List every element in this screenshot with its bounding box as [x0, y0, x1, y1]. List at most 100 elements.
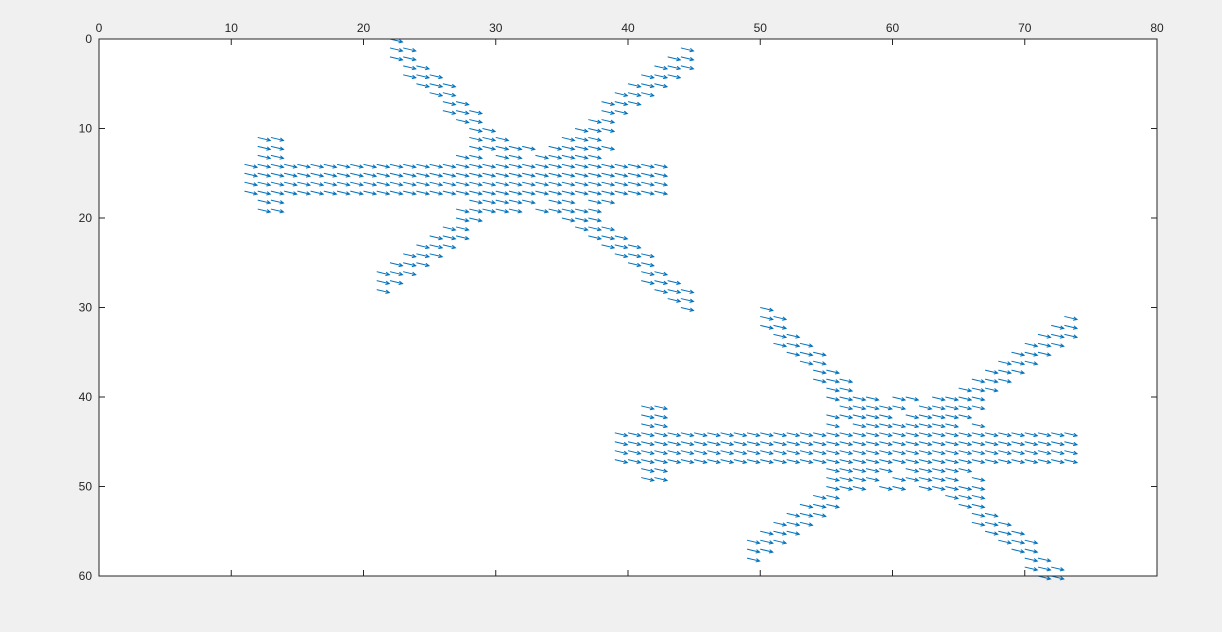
quiver-arrow: [627, 459, 642, 464]
quiver-arrow: [244, 190, 259, 196]
quiver-arrow: [561, 172, 576, 178]
quiver-arrow: [945, 432, 960, 438]
quiver-arrow: [641, 423, 655, 429]
quiver-arrow: [389, 56, 404, 62]
quiver-arrow: [270, 145, 285, 151]
quiver-arrow: [1051, 333, 1065, 339]
quiver-arrow: [958, 486, 973, 491]
quiver-arrow: [865, 468, 880, 473]
quiver-arrow: [1024, 342, 1039, 348]
quiver-arrow: [482, 190, 497, 196]
quiver-arrow: [707, 432, 722, 438]
quiver-arrow: [998, 539, 1012, 545]
quiver-arrow: [257, 154, 272, 160]
quiver-arrow: [865, 423, 880, 429]
quiver-arrow: [257, 208, 272, 214]
quiver-arrow: [998, 378, 1012, 384]
quiver-arrow: [1037, 441, 1052, 447]
quiver-arrow: [614, 172, 629, 178]
quiver-arrow: [469, 110, 483, 115]
quiver-arrow: [826, 423, 841, 429]
quiver-arrow: [773, 432, 788, 438]
quiver-arrow: [403, 262, 417, 268]
quiver-arrow: [627, 432, 642, 438]
quiver-arrow: [363, 190, 378, 196]
quiver-arrow: [892, 441, 907, 447]
quiver-arrow: [760, 432, 774, 438]
quiver-arrow: [1064, 459, 1079, 464]
quiver-arrow: [680, 56, 695, 62]
quiver-arrow: [799, 450, 814, 456]
quiver-arrow: [918, 486, 933, 491]
quiver-arrow: [667, 56, 682, 62]
quiver-arrow: [614, 244, 629, 250]
quiver-arrow: [389, 190, 404, 196]
quiver-arrow: [813, 450, 827, 456]
quiver-arrow: [905, 450, 920, 456]
quiver-arrow: [667, 280, 682, 285]
quiver-arrow: [588, 217, 603, 223]
quiver-arrow: [1037, 342, 1052, 348]
quiver-arrow: [799, 441, 814, 447]
quiver-arrow: [363, 172, 378, 178]
quiver-arrow: [310, 181, 325, 187]
quiver-arrow: [429, 181, 444, 187]
quiver-arrow: [601, 226, 616, 232]
quiver-arrow: [574, 172, 589, 178]
quiver-arrow: [403, 163, 417, 169]
quiver-arrow: [376, 271, 391, 277]
quiver-arrow: [654, 172, 669, 178]
quiver-arrow: [429, 83, 444, 89]
quiver-arrow: [1024, 441, 1039, 447]
quiver-arrow: [270, 154, 285, 160]
quiver-arrow: [641, 450, 655, 456]
quiver-arrow: [667, 298, 682, 303]
quiver-arrow: [839, 396, 854, 402]
quiver-arrow: [535, 163, 550, 169]
quiver-arrow: [654, 74, 669, 80]
quiver-arrow: [1024, 566, 1039, 572]
quiver-arrow: [641, 172, 655, 178]
quiver-arrow: [654, 441, 669, 447]
quiver-arrow: [363, 181, 378, 187]
quiver-arrow: [654, 459, 669, 464]
quiver-arrow: [336, 190, 351, 196]
quiver-arrow: [826, 387, 841, 393]
quiver-arrow: [641, 83, 655, 89]
quiver-arrow: [905, 396, 920, 402]
quiver-arrow: [376, 190, 391, 196]
quiver-arrow: [971, 521, 986, 527]
quiver-arrow: [839, 378, 854, 384]
quiver-arrow: [905, 468, 920, 473]
quiver-arrow: [416, 83, 431, 89]
quiver-arrow: [574, 128, 589, 133]
quiver-arrow: [1051, 450, 1065, 456]
quiver-arrow: [773, 342, 788, 348]
quiver-arrow: [403, 271, 417, 277]
x-tick-label: 0: [96, 21, 103, 35]
quiver-arrow: [614, 163, 629, 169]
quiver-arrow: [641, 477, 655, 482]
quiver-arrow: [641, 441, 655, 447]
quiver-arrow: [852, 441, 867, 447]
quiver-arrow: [720, 459, 735, 464]
quiver-arrow: [257, 172, 272, 178]
quiver-arrow: [522, 145, 536, 151]
quiver-arrow: [1024, 557, 1039, 563]
quiver-arrow: [588, 226, 603, 232]
quiver-arrow: [548, 190, 563, 196]
quiver-arrow: [879, 432, 893, 438]
quiver-arrow: [389, 262, 404, 268]
quiver-arrow: [535, 190, 550, 196]
quiver-arrow: [588, 208, 603, 214]
quiver-arrow: [627, 172, 642, 178]
quiver-arrow: [839, 441, 854, 447]
quiver-arrow: [799, 512, 814, 518]
quiver-arrow: [455, 235, 470, 241]
quiver-arrow: [574, 145, 589, 151]
quiver-arrow: [548, 172, 563, 178]
quiver-arrow: [627, 441, 642, 447]
quiver-arrow: [826, 486, 841, 491]
quiver-arrow: [998, 521, 1012, 527]
quiver-arrow: [998, 369, 1012, 375]
